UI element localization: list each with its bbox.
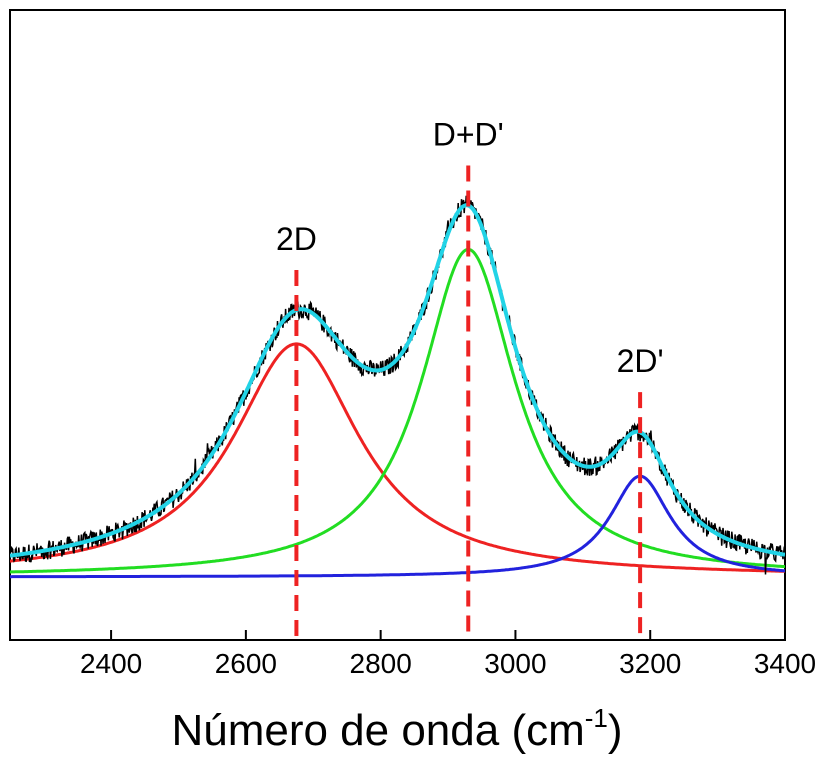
peak-label: 2D'	[617, 343, 664, 379]
x-axis-title-superscript: -1	[585, 703, 608, 733]
peak-curve-2D	[10, 342, 785, 573]
x-tick-label: 3000	[484, 648, 546, 679]
peak-labels: 2D D+D' 2D'	[276, 117, 664, 380]
peak-label: 2D	[276, 221, 317, 257]
x-axis-tick-labels: 2400 2600 2800 3000 3200 3400	[80, 648, 816, 679]
peak-curves	[10, 247, 785, 579]
plot-frame	[9, 9, 786, 641]
x-axis-ticks	[110, 630, 786, 640]
peak-label: D+D'	[433, 117, 504, 153]
x-tick-label: 2600	[215, 648, 277, 679]
x-tick-label: 2800	[350, 648, 412, 679]
peak-curve-D-D-	[10, 247, 785, 574]
total-fit-line	[10, 203, 785, 558]
x-axis-title-suffix: )	[608, 706, 623, 755]
measured-spectrum-line	[10, 195, 785, 575]
x-axis-title-main: Número de onda (cm	[171, 706, 584, 755]
x-tick-label: 2400	[80, 648, 142, 679]
peak-marker-lines	[294, 165, 643, 640]
x-axis-title: Número de onda (cm-1)	[171, 703, 622, 755]
x-tick-label: 3400	[754, 648, 816, 679]
peak-curve-2D-	[10, 474, 785, 579]
x-tick-label: 3200	[619, 648, 681, 679]
